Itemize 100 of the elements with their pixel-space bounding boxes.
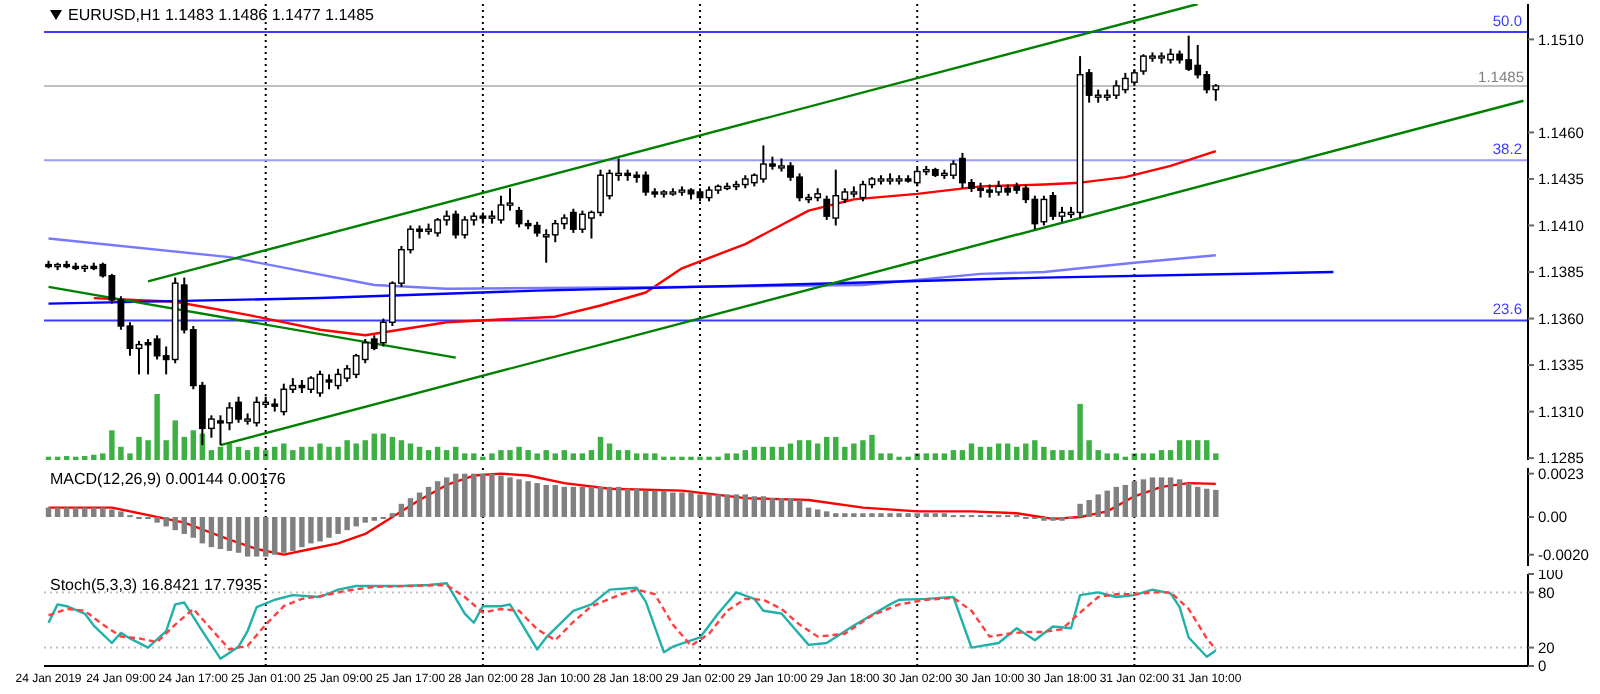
- bar: [1185, 483, 1192, 517]
- bar: [1122, 484, 1129, 517]
- bar: [633, 488, 640, 517]
- bar: [769, 446, 776, 460]
- bar: [272, 517, 278, 555]
- bar: [778, 498, 785, 517]
- bar: [1158, 477, 1165, 517]
- bar: [1195, 440, 1201, 460]
- bar: [552, 484, 558, 517]
- bar: [814, 509, 821, 517]
- bar: [1149, 477, 1156, 517]
- bar: [579, 486, 586, 517]
- bar: [380, 433, 387, 460]
- bar: [226, 517, 233, 551]
- bar: [751, 496, 758, 517]
- bar: [272, 446, 278, 460]
- bar: [253, 446, 260, 460]
- bar: [923, 453, 929, 460]
- bar: [597, 486, 604, 517]
- bar: [425, 450, 432, 460]
- bar: [733, 494, 739, 517]
- bar: [833, 436, 839, 460]
- bar: [742, 494, 748, 517]
- bar: [453, 473, 459, 517]
- candlestick: [497, 194, 505, 225]
- bar: [1104, 453, 1110, 460]
- bar: [217, 517, 224, 550]
- bar: [950, 450, 957, 460]
- line-series: [47, 472, 1218, 556]
- bar: [941, 453, 948, 460]
- bar: [1167, 450, 1174, 460]
- bar: [570, 453, 577, 460]
- bar: [1176, 479, 1183, 517]
- bar: [769, 498, 776, 517]
- bar: [1140, 479, 1147, 517]
- bar: [1167, 477, 1174, 517]
- bar: [208, 517, 215, 548]
- bar: [597, 436, 604, 460]
- bar: [733, 453, 739, 460]
- bar: [552, 453, 558, 460]
- bar: [389, 436, 396, 460]
- bar: [181, 436, 187, 460]
- candlestick: [823, 194, 831, 221]
- bar: [760, 446, 767, 460]
- bar: [199, 517, 206, 544]
- bar: [606, 486, 613, 517]
- bar: [253, 517, 260, 557]
- bar: [615, 450, 622, 460]
- line-series: [92, 149, 1218, 337]
- bar: [824, 511, 830, 517]
- bar: [462, 473, 468, 517]
- bar: [796, 500, 803, 517]
- bar: [443, 477, 450, 517]
- bar: [217, 446, 224, 460]
- bar: [588, 486, 595, 517]
- chart-title: Stoch(5,3,3) 16.8421 17.7935: [50, 576, 262, 594]
- bar: [796, 440, 803, 460]
- bar: [244, 450, 251, 460]
- bar: [181, 517, 187, 534]
- bar: [561, 486, 568, 517]
- bar: [751, 446, 758, 460]
- bar: [453, 446, 459, 460]
- bar: [235, 446, 242, 460]
- bar: [362, 517, 368, 523]
- bar: [398, 503, 405, 517]
- bar: [1113, 486, 1119, 517]
- bar: [1140, 453, 1147, 460]
- bar: [959, 450, 966, 460]
- bar: [1213, 453, 1219, 460]
- bar: [1014, 446, 1020, 460]
- bar: [1213, 489, 1219, 517]
- bar: [190, 430, 197, 460]
- bar: [932, 453, 939, 460]
- bar: [633, 453, 640, 460]
- bar: [986, 446, 993, 460]
- bar: [190, 517, 197, 538]
- bar: [462, 453, 468, 460]
- bar: [643, 490, 649, 517]
- bar: [1158, 450, 1165, 460]
- bar: [805, 440, 812, 460]
- bar: [398, 440, 405, 460]
- bar: [561, 450, 568, 460]
- line-series: [47, 237, 1218, 290]
- bar: [434, 446, 441, 460]
- bar: [1204, 440, 1210, 460]
- bar: [579, 453, 586, 460]
- bar: [235, 517, 242, 553]
- bar: [244, 517, 251, 557]
- bar: [416, 446, 423, 460]
- bar: [425, 486, 432, 517]
- bar: [1149, 453, 1156, 460]
- bar: [416, 492, 423, 517]
- bar: [362, 440, 368, 460]
- bar: [1185, 440, 1192, 460]
- bar: [624, 450, 631, 460]
- bar: [977, 446, 984, 460]
- bar: [1204, 488, 1210, 517]
- bar: [1176, 440, 1183, 460]
- chart-title: MACD(12,26,9) 0.00144 0.00176: [50, 470, 286, 488]
- bar: [742, 450, 748, 460]
